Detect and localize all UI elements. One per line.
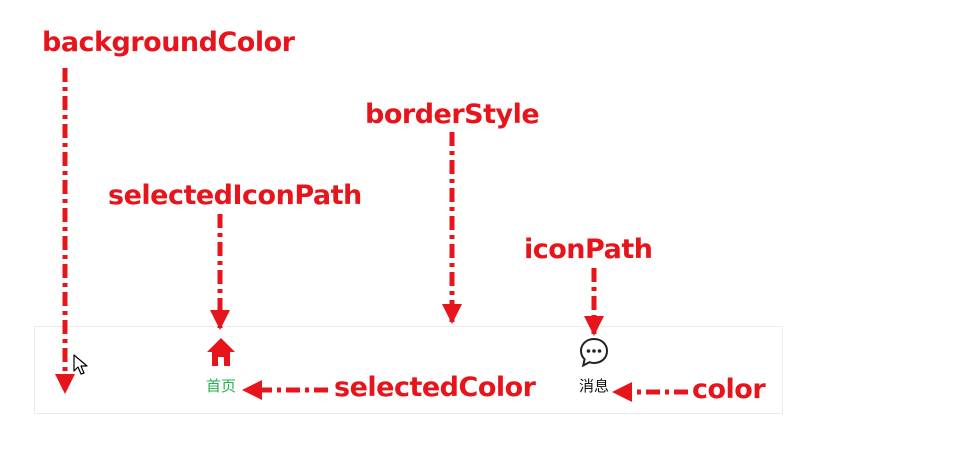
tab-home[interactable]: 首页 (181, 335, 261, 405)
label-color: color (692, 374, 766, 405)
tab-bar: 首页 消息 (34, 326, 783, 414)
label-selected-color: selectedColor (334, 372, 536, 403)
tab-messages[interactable]: 消息 (554, 335, 634, 405)
label-background-color: backgroundColor (42, 27, 295, 58)
label-border-style: borderStyle (365, 99, 540, 130)
mouse-cursor-icon (73, 354, 88, 375)
chat-bubble-icon (579, 337, 609, 368)
label-selected-icon-path: selectedIconPath (108, 180, 362, 211)
tab-messages-label: 消息 (578, 377, 609, 395)
label-icon-path: iconPath (524, 234, 653, 265)
home-icon (207, 338, 235, 366)
tab-home-label: 首页 (205, 377, 236, 395)
